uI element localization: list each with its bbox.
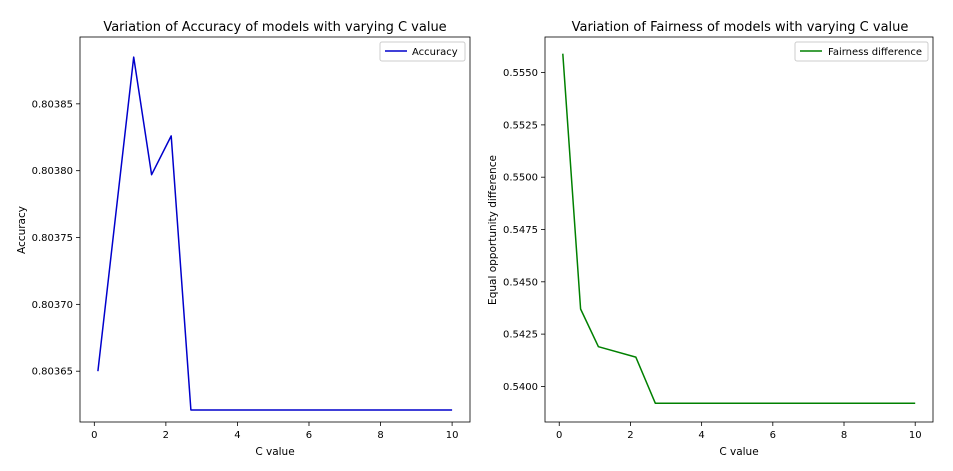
chart-title: Variation of Accuracy of models with var… [103,20,446,35]
accuracy-chart: Variation of Accuracy of models with var… [16,20,471,458]
legend-box [794,41,929,62]
x-tick-label: 6 [306,430,312,441]
y-axis-label: Accuracy [16,206,28,254]
y-ticks: 0.80365 0.80370 0.80375 0.80380 0.80385 [32,99,80,378]
legend: Accuracy [379,41,466,62]
x-tick-label: 10 [909,430,922,441]
y-tick-label: 0.5525 [503,120,538,131]
y-ticks: 0.5400 0.5425 0.5450 0.5475 0.5500 0.5525 0.55… [503,68,545,393]
series-line-fairness-difference [562,53,916,404]
y-tick-label: 0.5450 [503,277,538,288]
plot-area-frame [544,36,934,423]
x-tick-label: 2 [163,430,169,441]
y-tick-label: 0.80380 [32,166,73,177]
y-tick-label: 0.80385 [32,99,73,110]
x-axis-label: C value [255,446,294,458]
y-tick-label: 0.5550 [503,68,538,79]
y-tick-label: 0.5500 [503,173,538,184]
x-tick-label: 8 [841,430,847,441]
x-ticks: 0 2 4 6 8 10 [556,422,922,441]
y-tick-label: 0.80375 [32,233,73,244]
legend-box [379,41,466,62]
x-tick-label: 0 [556,430,562,441]
x-tick-label: 8 [377,430,383,441]
x-tick-label: 4 [234,430,240,441]
y-tick-label: 0.5475 [503,225,538,236]
y-tick-label: 0.80365 [32,367,73,378]
legend: Fairness difference [794,41,929,62]
legend-label: Accuracy [412,47,458,58]
series-line-accuracy [97,56,453,411]
x-tick-label: 6 [770,430,776,441]
x-tick-label: 2 [627,430,633,441]
series-lines [97,56,453,411]
x-ticks: 0 2 4 6 8 10 [91,422,458,441]
chart-title: Variation of Fairness of models with var… [572,20,909,35]
x-tick-label: 10 [446,430,459,441]
x-tick-label: 0 [91,430,97,441]
y-tick-label: 0.5425 [503,330,538,341]
series-lines [562,53,916,404]
fairness-chart: Variation of Fairness of models with var… [487,20,934,458]
y-axis-label: Equal opportunity difference [487,155,499,305]
plot-area-frame [79,36,471,423]
legend-label: Fairness difference [828,47,922,58]
y-tick-label: 0.80370 [32,300,73,311]
x-tick-label: 4 [698,430,704,441]
x-axis-label: C value [719,446,758,458]
y-tick-label: 0.5400 [503,382,538,393]
